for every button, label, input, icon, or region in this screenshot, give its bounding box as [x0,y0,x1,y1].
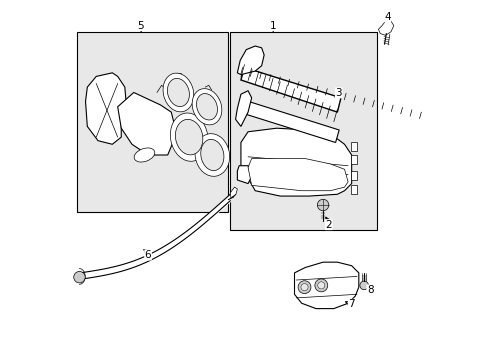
Ellipse shape [192,89,222,125]
Ellipse shape [317,199,328,211]
Bar [350,171,357,180]
Text: 8: 8 [366,285,373,295]
Ellipse shape [74,271,85,283]
Polygon shape [378,21,393,35]
Text: 1: 1 [269,21,276,31]
Polygon shape [294,262,358,309]
Ellipse shape [170,113,207,161]
Polygon shape [235,91,251,126]
Ellipse shape [163,73,193,112]
Ellipse shape [300,284,307,291]
Polygon shape [247,158,347,191]
Polygon shape [230,187,237,198]
Text: 2: 2 [325,220,331,230]
Ellipse shape [195,134,229,176]
Polygon shape [241,128,351,196]
Bar [350,155,357,164]
Polygon shape [239,100,339,143]
Polygon shape [85,73,126,144]
Text: 6: 6 [144,250,151,260]
Ellipse shape [167,78,189,107]
Ellipse shape [175,120,203,155]
Polygon shape [237,166,251,184]
Text: 3: 3 [335,88,342,98]
Ellipse shape [196,94,217,120]
Bar [350,185,357,194]
Polygon shape [118,93,176,155]
Ellipse shape [314,279,327,292]
Ellipse shape [317,282,324,289]
Ellipse shape [298,281,310,294]
Polygon shape [237,46,264,75]
Bar [77,32,228,212]
Ellipse shape [359,281,367,290]
Bar [350,143,357,152]
Text: 7: 7 [347,299,354,309]
Text: 5: 5 [137,21,144,31]
Ellipse shape [201,139,224,171]
Text: 4: 4 [383,12,390,22]
Bar [230,32,376,230]
Ellipse shape [134,148,155,162]
Polygon shape [241,67,340,112]
